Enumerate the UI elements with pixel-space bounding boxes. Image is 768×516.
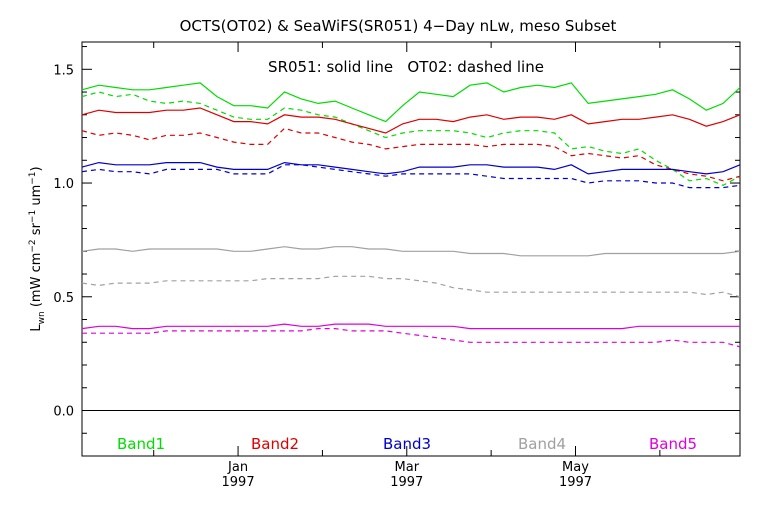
legend-label-band1: Band1	[117, 435, 165, 453]
series-layer	[81, 82, 741, 348]
y-label-superscript: −1	[28, 171, 38, 184]
series-band5-solid	[81, 323, 740, 330]
y-tick-label: 0.5	[53, 291, 74, 306]
plot-frame	[81, 41, 741, 457]
y-label-subscript: wn	[37, 311, 47, 324]
series-band1-solid	[81, 82, 741, 123]
y-label-units: sr	[29, 222, 44, 239]
series-band5-dashed	[82, 328, 741, 348]
series-band3-solid	[81, 161, 741, 175]
legend-label-band5: Band5	[649, 435, 697, 453]
y-label-units: )	[29, 166, 44, 171]
series-band4-solid	[81, 246, 741, 257]
y-label-units: um	[29, 185, 44, 210]
y-label-superscript: −2	[28, 239, 38, 252]
x-tick-month-label: Jan	[227, 460, 248, 475]
series-band4-dashed	[81, 275, 741, 298]
x-tick-year-label: 1997	[222, 475, 255, 490]
series-band2-solid	[81, 107, 741, 134]
series-band3-dashed	[81, 164, 741, 189]
legend-label-band4: Band4	[518, 435, 566, 453]
legend-label-band2: Band2	[251, 435, 299, 453]
line-style-annotation: SR051: solid line OT02: dashed line	[268, 58, 544, 76]
y-tick-label: 1.0	[53, 177, 74, 192]
series-band2-dashed	[81, 127, 741, 182]
x-tick-month-label: May	[562, 460, 589, 475]
x-tick-month-label: Mar	[395, 460, 420, 475]
y-label-units: (mW cm	[29, 253, 44, 312]
y-tick-label: 0.0	[53, 405, 74, 420]
y-axis-label: Lwn (mW cm−2 sr−1 um−1)	[28, 166, 47, 331]
y-label-superscript: −1	[28, 210, 38, 223]
legend: Band1 Band2 Band3 Band4 Band5	[117, 435, 697, 453]
chart-title: OCTS(OT02) & SeaWiFS(SR051) 4−Day nLw, m…	[180, 17, 617, 35]
y-axis-label-text: Lwn (mW cm−2 sr−1 um−1)	[28, 166, 47, 331]
legend-label-band3: Band3	[383, 435, 431, 453]
y-tick-label: 1.5	[53, 63, 74, 78]
series-band1-dashed	[81, 91, 741, 186]
x-tick-year-label: 1997	[390, 475, 423, 490]
y-label-main: L	[29, 324, 44, 332]
x-tick-year-label: 1997	[559, 475, 592, 490]
y-axis-label-group: Lwn (mW cm−2 sr−1 um−1)	[28, 166, 47, 331]
